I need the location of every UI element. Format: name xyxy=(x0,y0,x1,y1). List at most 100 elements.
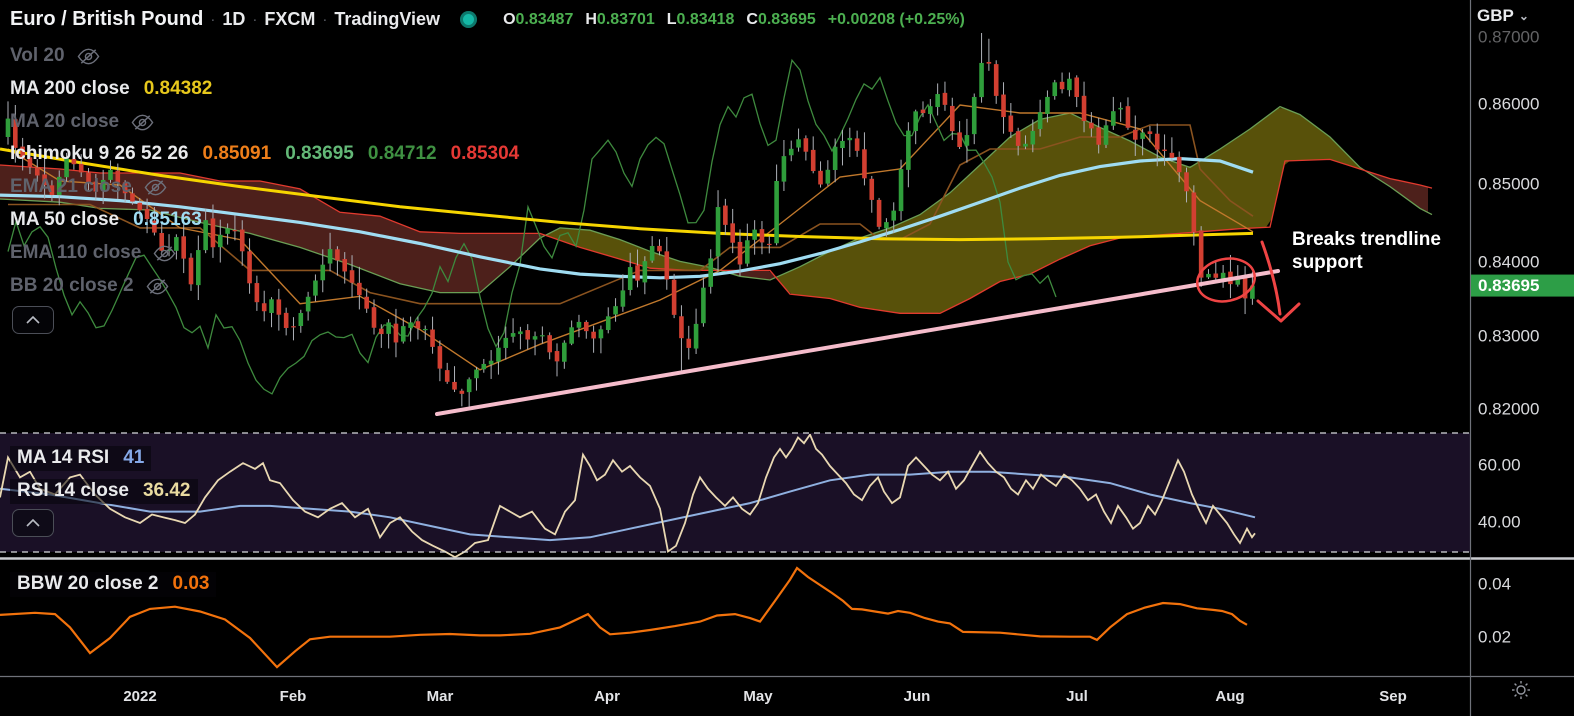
rsi-pane-collapse-button[interactable] xyxy=(12,509,54,537)
main-pane[interactable] xyxy=(0,33,1433,409)
legend-label[interactable]: EMA 21 close xyxy=(10,176,132,197)
change-value: +0.00208 (+0.25%) xyxy=(827,10,965,28)
ohlc-key: H xyxy=(585,10,597,28)
rsi-legend-value: 36.42 xyxy=(142,480,191,501)
rsi-legend-row[interactable]: RSI 14 close 36.42 xyxy=(10,479,198,504)
market-status-icon[interactable] xyxy=(460,11,478,28)
legend-label[interactable]: MA 20 close xyxy=(10,111,120,132)
main-pane-collapse-button[interactable] xyxy=(12,306,54,334)
trendline[interactable] xyxy=(435,269,1280,416)
legend-label[interactable]: Ichimoku 9 26 52 26 xyxy=(10,143,189,164)
legend-row-ma-200-close[interactable]: MA 200 close 0.84382 xyxy=(10,77,212,101)
hide-indicator-toggle[interactable] xyxy=(77,48,100,65)
tenkan-line xyxy=(7,104,1254,371)
price-axis-label: 0.87000 xyxy=(1478,27,1539,46)
legend-label[interactable]: MA 50 close xyxy=(10,209,120,230)
rsi-legend-value: 41 xyxy=(123,447,145,468)
ichimoku-cloud-bullish xyxy=(545,228,720,271)
legend-row-ma-50-close[interactable]: MA 50 close 0.85163 xyxy=(10,208,202,232)
ohlc-key: O xyxy=(503,10,516,28)
ohlc-key: L xyxy=(666,10,677,28)
rsi-pane[interactable] xyxy=(0,434,1256,558)
platform-label[interactable]: TradingView xyxy=(334,9,441,29)
rsi-axis-label: 40.00 xyxy=(1478,512,1521,531)
legend-value: 0.85091 xyxy=(202,143,272,164)
exchange-label[interactable]: FXCM xyxy=(264,9,316,29)
visibility-off-icon[interactable] xyxy=(153,245,176,262)
breakdown-ellipse[interactable] xyxy=(1193,253,1258,306)
rsi-legend-row[interactable]: MA 14 RSI 41 xyxy=(10,446,152,471)
legend-value: 0.83695 xyxy=(285,143,354,164)
time-axis[interactable]: 2022 Feb Mar Apr May Jun Jul Aug Sep xyxy=(123,688,1406,705)
last-price-label: 0.83695 xyxy=(1478,276,1539,295)
senkou-a-line xyxy=(0,105,1433,294)
legend-row-bb-20-close-2[interactable]: BB 20 close 2 xyxy=(10,274,169,298)
hide-indicator-toggle[interactable] xyxy=(153,245,176,262)
sun-icon[interactable] xyxy=(1510,679,1532,701)
ohlc-value: 0.83701 xyxy=(596,10,655,28)
ma200-line xyxy=(0,147,1254,242)
visibility-off-icon[interactable] xyxy=(131,114,154,131)
currency-label: GBP xyxy=(1477,6,1514,25)
legend-label[interactable]: Vol 20 xyxy=(10,45,65,66)
senkou-b-line xyxy=(0,158,1433,314)
ma50-line xyxy=(0,156,1254,280)
hide-indicator-toggle[interactable] xyxy=(144,179,167,196)
price-axis-label: 0.86000 xyxy=(1478,94,1539,113)
annotation-line1: Breaks trendline xyxy=(1292,229,1441,250)
symbol-header: Euro / British Pound · 1D · FXCM · Tradi… xyxy=(10,8,965,31)
bbw-line xyxy=(0,566,1248,669)
bbw-axis-label: 0.02 xyxy=(1478,627,1511,646)
candlestick-series xyxy=(5,33,1255,409)
rsi-axis-label: 60.00 xyxy=(1478,455,1521,474)
visibility-off-icon[interactable] xyxy=(144,179,167,196)
time-axis-label: Jul xyxy=(1066,688,1088,705)
legend-label[interactable]: MA 200 close xyxy=(10,78,130,99)
chevron-up-icon xyxy=(26,519,40,527)
last-price-badge xyxy=(1471,274,1574,297)
legend-row-vol-20[interactable]: Vol 20 xyxy=(10,44,100,68)
price-axis-label: 0.82000 xyxy=(1478,399,1539,418)
visibility-off-icon[interactable] xyxy=(77,48,100,65)
legend-row-ema-21-close[interactable]: EMA 21 close xyxy=(10,175,167,199)
visibility-off-icon[interactable] xyxy=(146,278,169,295)
down-arrow-head xyxy=(1256,299,1301,323)
ohlc-value: 0.83487 xyxy=(515,10,574,28)
sun-glyph xyxy=(1512,681,1530,699)
price-axis[interactable]: 0.87000 0.86000 0.85000 0.84000 0.83000 0.820… xyxy=(1471,27,1574,646)
legend-label[interactable]: EMA 110 close xyxy=(10,242,142,263)
hide-indicator-toggle[interactable] xyxy=(146,278,169,295)
rsi-pane-background xyxy=(0,433,1470,552)
legend-value: 0.84712 xyxy=(367,143,437,164)
legend-row-ichimoku-9-26-52-26[interactable]: Ichimoku 9 26 52 26 0.85091 0.83695 0.84712… xyxy=(10,142,519,166)
hide-indicator-toggle[interactable] xyxy=(131,114,154,131)
time-axis-label: Apr xyxy=(594,688,620,705)
legend-row-ema-110-close[interactable]: EMA 110 close xyxy=(10,241,176,265)
symbol-title[interactable]: Euro / British Pound xyxy=(10,8,204,30)
bbw-legend[interactable]: BBW 20 close 2 0.03 xyxy=(10,572,217,597)
timeframe-label[interactable]: 1D xyxy=(222,9,246,29)
currency-dropdown[interactable]: GBP ⌄ xyxy=(1477,6,1529,26)
chevron-down-icon: ⌄ xyxy=(1518,9,1529,23)
time-axis-label: Aug xyxy=(1215,688,1244,705)
annotation-line2: support xyxy=(1292,252,1363,273)
legend-label[interactable]: BB 20 close 2 xyxy=(10,275,134,296)
bbw-pane[interactable] xyxy=(0,566,1248,669)
legend-value: 0.84382 xyxy=(143,78,213,99)
time-axis-label: Mar xyxy=(427,688,454,705)
time-axis-label: Jun xyxy=(904,688,931,705)
chikou-line xyxy=(7,58,1057,395)
time-axis-label: Feb xyxy=(280,688,307,705)
bbw-value: 0.03 xyxy=(172,573,210,594)
annotation-text[interactable]: Breaks trendline support xyxy=(1292,228,1441,274)
legend-value: 0.85163 xyxy=(133,209,202,230)
separator-dot: · xyxy=(210,11,216,28)
ohlc-value: 0.83695 xyxy=(757,10,816,28)
legend-row-ma-20-close[interactable]: MA 20 close xyxy=(10,110,154,134)
price-axis-label: 0.85000 xyxy=(1478,174,1539,193)
down-arrow[interactable] xyxy=(1260,240,1282,316)
price-axis-label: 0.84000 xyxy=(1478,252,1539,271)
